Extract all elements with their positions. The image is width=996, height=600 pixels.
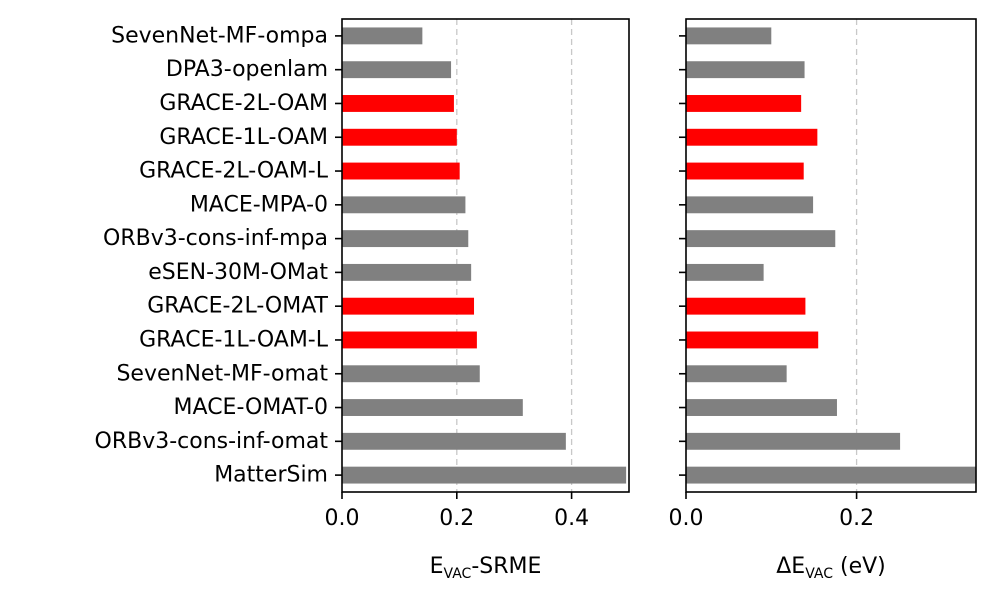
- x-tick-label: 0.0: [325, 506, 360, 531]
- bar-esen-30m-omat: [686, 263, 764, 281]
- category-label: GRACE-1L-OAM: [159, 125, 328, 150]
- bar-mace-omat-0: [342, 399, 523, 416]
- category-label: GRACE-2L-OAM-L: [139, 159, 329, 184]
- bar-orbv3-cons-inf-mpa: [686, 230, 836, 248]
- category-label: MatterSim: [214, 463, 328, 488]
- bar-grace-1l-oam: [686, 128, 818, 146]
- bar-mace-mpa-0: [686, 196, 814, 214]
- bar-dpa3-openlam: [342, 61, 452, 79]
- category-label: ORBv3-cons-inf-omat: [95, 429, 329, 454]
- category-label: MACE-OMAT-0: [174, 395, 328, 420]
- category-label: GRACE-1L-OAM-L: [139, 327, 329, 352]
- category-label: MACE-MPA-0: [190, 192, 328, 217]
- bar-sevennet-mf-omat: [342, 365, 480, 383]
- x-tick-label: 0.2: [839, 506, 874, 531]
- x-axis-title: ΔEVAC (eV): [776, 554, 886, 582]
- category-label: GRACE-2L-OAM: [159, 91, 328, 116]
- bar-sevennet-mf-ompa: [342, 27, 423, 45]
- bar-orbv3-cons-inf-mpa: [342, 230, 469, 248]
- category-label: ORBv3-cons-inf-mpa: [103, 226, 328, 251]
- x-tick-label: 0.4: [554, 506, 589, 531]
- x-tick-label: 0.0: [669, 506, 704, 531]
- bar-grace-2l-oam: [342, 95, 454, 112]
- category-label: GRACE-2L-OMAT: [147, 294, 328, 319]
- bar-grace-2l-oam-l: [342, 162, 460, 180]
- bar-sevennet-mf-ompa: [686, 27, 772, 45]
- axes-frame: [341, 18, 630, 493]
- category-label: eSEN-30M-OMat: [148, 260, 328, 285]
- bar-grace-1l-oam-l: [342, 331, 477, 349]
- panel-delta-e-vac: 0.0 0.2 ΔEVAC (eV): [669, 18, 977, 582]
- category-label: DPA3-openlam: [166, 57, 328, 82]
- bar-dpa3-openlam: [686, 61, 805, 79]
- bar-grace-1l-oam-l: [686, 331, 819, 349]
- bar-grace-2l-omat: [342, 297, 475, 315]
- bar-grace-1l-oam: [342, 128, 457, 146]
- bar-grace-2l-oam-l: [686, 162, 804, 180]
- bar-orbv3-cons-inf-omat: [342, 432, 566, 450]
- panel-vac-srme: SevenNet-MF-ompa DPA3-openlam GRACE-2L-OAM…: [95, 18, 630, 582]
- bar-mace-omat-0: [686, 399, 837, 416]
- category-label: SevenNet-MF-omat: [116, 361, 328, 386]
- bar-esen-30m-omat: [342, 263, 472, 281]
- bar-mace-mpa-0: [342, 196, 466, 214]
- bar-orbv3-cons-inf-omat: [686, 432, 901, 450]
- category-label: SevenNet-MF-ompa: [111, 23, 328, 48]
- x-axis-title: EVAC-SRME: [430, 554, 542, 582]
- axes-frame: [685, 18, 977, 493]
- bar-mattersim: [686, 466, 976, 484]
- bar-sevennet-mf-omat: [686, 365, 787, 383]
- bar-grace-2l-omat: [686, 297, 806, 315]
- bar-grace-2l-oam: [686, 95, 802, 112]
- bar-mattersim: [342, 466, 627, 484]
- x-tick-label: 0.2: [439, 506, 474, 531]
